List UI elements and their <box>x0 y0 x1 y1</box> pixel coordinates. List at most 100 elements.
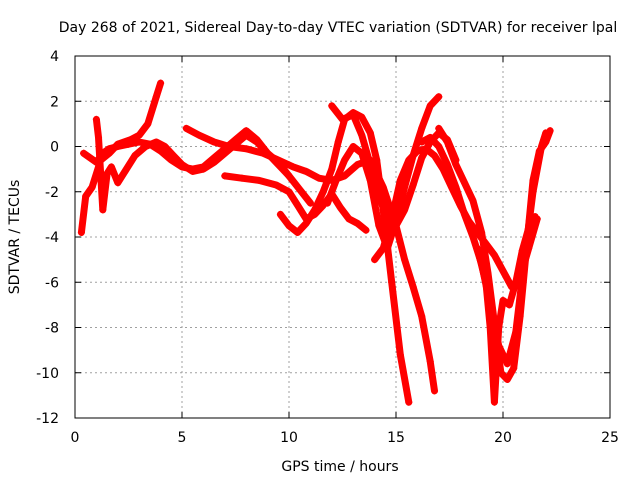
data-point <box>80 149 88 157</box>
data-point <box>499 267 507 275</box>
data-point <box>405 156 413 164</box>
data-point <box>306 199 314 207</box>
chart-title: Day 268 of 2021, Sidereal Day-to-day VTE… <box>59 20 617 36</box>
data-point <box>182 124 190 132</box>
data-point <box>242 131 250 139</box>
y-tick-label: 2 <box>50 94 59 110</box>
data-point <box>401 206 409 214</box>
data-point <box>274 156 282 164</box>
data-point <box>86 154 94 162</box>
data-point <box>396 176 404 184</box>
data-point <box>103 170 111 178</box>
data-point <box>452 161 460 169</box>
data-point <box>315 174 323 182</box>
data-point <box>518 247 526 255</box>
data-point <box>105 145 113 153</box>
data-point <box>435 124 443 132</box>
x-tick-labels: 0 5 10 15 20 25 <box>71 430 619 446</box>
data-point <box>422 145 430 153</box>
data-point <box>82 192 90 200</box>
data-point <box>495 324 503 331</box>
data-point <box>294 228 302 236</box>
data-point <box>161 143 169 150</box>
data-point <box>289 163 297 171</box>
data-point <box>535 147 543 155</box>
data-point <box>418 138 426 146</box>
data-point <box>349 111 357 119</box>
data-point <box>358 113 366 121</box>
data-point <box>349 143 357 150</box>
data-point <box>375 192 383 200</box>
x-tick-label: 15 <box>387 430 405 446</box>
x-tick-label: 20 <box>494 430 512 446</box>
data-point <box>255 176 263 184</box>
data-point <box>516 312 524 320</box>
data-point <box>135 131 143 139</box>
data-point <box>319 188 327 196</box>
data-point <box>460 179 468 187</box>
data-point <box>339 115 346 123</box>
data-point <box>366 161 374 169</box>
y-tick-label: 0 <box>50 140 59 156</box>
data-point <box>375 222 383 230</box>
x-tick-label: 25 <box>601 430 619 446</box>
data-point <box>358 131 366 139</box>
data-point <box>388 215 396 223</box>
data-point <box>531 213 539 221</box>
data-point <box>296 185 304 193</box>
data-point <box>426 133 434 141</box>
data-point <box>452 183 460 191</box>
data-point <box>371 256 379 264</box>
data-point <box>99 206 107 214</box>
x-tick-label: 10 <box>280 430 298 446</box>
y-tick-label: -6 <box>45 275 59 291</box>
data-point <box>503 360 511 368</box>
data-point <box>135 138 143 146</box>
data-point <box>469 197 477 205</box>
data-point <box>503 376 511 384</box>
data-point <box>546 127 554 135</box>
series-arc-l <box>473 213 539 406</box>
data-point <box>435 143 443 150</box>
data-point <box>353 219 361 227</box>
data-point <box>431 387 439 395</box>
data-point <box>152 138 160 146</box>
data-point <box>418 124 426 132</box>
x-tick-label: 5 <box>178 430 187 446</box>
data-point <box>409 283 417 291</box>
data-point <box>259 149 267 157</box>
data-point <box>294 201 302 209</box>
x-axis-label: GPS time / hours <box>281 459 398 475</box>
data-point <box>285 188 293 196</box>
data-point <box>405 398 413 406</box>
y-tick-labels: -12 -10 -8 -6 -4 -2 0 2 4 <box>36 49 59 427</box>
data-point <box>92 115 100 123</box>
data-point <box>505 301 513 309</box>
data-point <box>114 179 122 187</box>
data-point <box>122 165 130 173</box>
series-arc-k <box>435 124 554 384</box>
data-point <box>379 244 387 252</box>
data-point <box>242 145 250 153</box>
data-point <box>195 131 203 139</box>
data-point <box>285 172 293 180</box>
data-point <box>77 228 85 236</box>
data-point <box>157 147 165 155</box>
data-point <box>418 312 426 320</box>
data-point <box>473 244 481 252</box>
data-point <box>396 351 404 359</box>
data-point <box>272 181 280 189</box>
y-tick-label: 4 <box>50 49 59 65</box>
data-point <box>510 364 518 372</box>
data-point <box>409 181 417 189</box>
data-point <box>336 204 344 212</box>
data-point <box>189 167 197 175</box>
data-point <box>114 143 122 150</box>
data-point <box>345 215 353 223</box>
data-point <box>125 140 132 148</box>
data-point <box>418 154 426 162</box>
data-series <box>77 79 554 406</box>
data-point <box>142 143 150 150</box>
